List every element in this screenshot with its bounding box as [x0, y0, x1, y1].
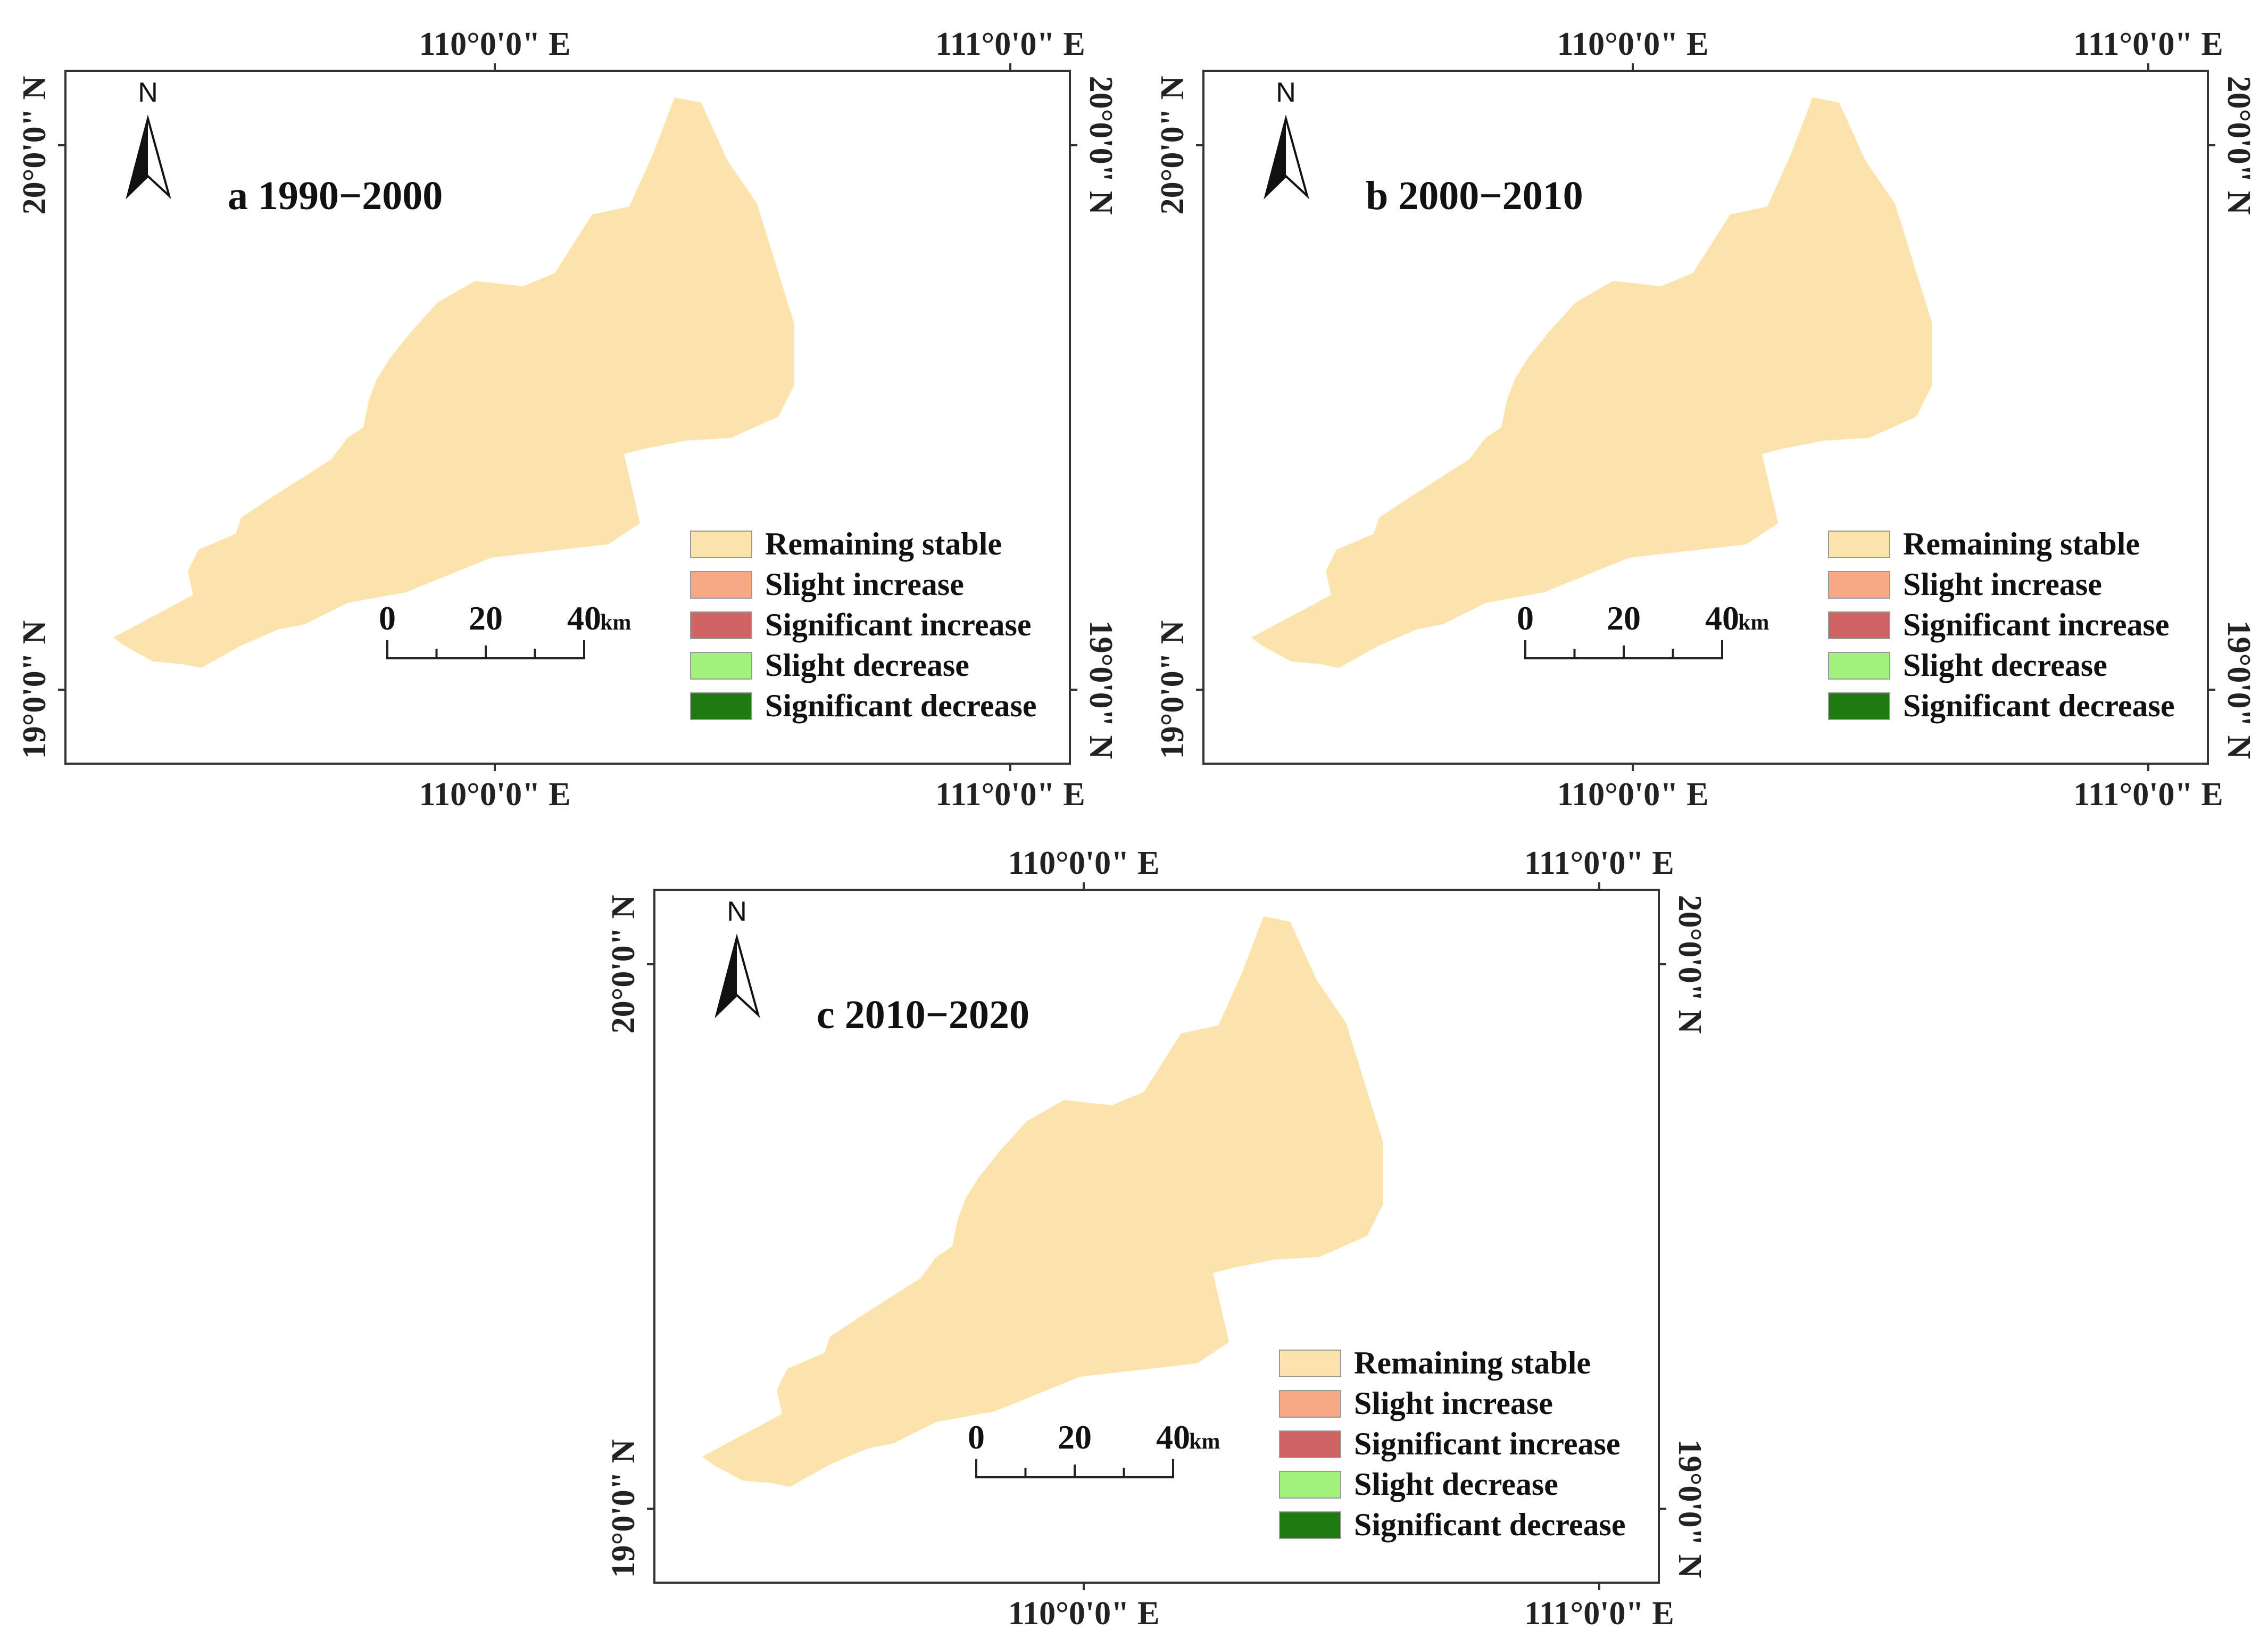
legend-swatch-slight-decrease: [1828, 652, 1890, 680]
lat-left-19: 19°0'0" N: [1154, 621, 1191, 759]
lon-top-111: 111°0'0" E: [2073, 26, 2223, 62]
scale-tick-label: 40: [1705, 599, 1739, 637]
scale-unit: km: [1738, 610, 1769, 635]
lon-bottom-111: 111°0'0" E: [2073, 776, 2223, 813]
legend-label-remaining-stable: Remaining stable: [1903, 526, 2140, 561]
scale-tick-label: 40: [567, 599, 601, 637]
legend-swatch-slight-increase: [1828, 571, 1890, 599]
graticule-ticks: [1196, 63, 2215, 771]
legend: Remaining stable Slight increase Significa…: [690, 526, 1037, 723]
legend: Remaining stable Slight increase Significa…: [1279, 1345, 1626, 1542]
legend-swatch-remaining-stable: [1828, 531, 1890, 558]
legend-label-slight-decrease: Slight decrease: [1903, 648, 2107, 683]
scale-tick-label: 40: [1156, 1418, 1190, 1456]
graticule-ticks: [647, 882, 1666, 1590]
scale-tick-label: 20: [1607, 599, 1641, 637]
legend-label-significant-increase: Significant increase: [765, 607, 1032, 642]
legend-label-slight-decrease: Slight decrease: [765, 648, 969, 683]
scale-bar-line: [1524, 640, 1723, 659]
legend-swatch-slight-decrease: [690, 652, 752, 680]
lon-bottom-111: 111°0'0" E: [1524, 1595, 1674, 1632]
lat-right-20: 20°0'0" N: [2221, 76, 2257, 215]
north-arrow: N: [715, 896, 760, 1019]
legend-swatch-slight-decrease: [1279, 1471, 1341, 1499]
north-label: N: [727, 896, 747, 927]
lat-left-20: 20°0'0" N: [16, 76, 53, 215]
legend-swatch-significant-increase: [1828, 611, 1890, 639]
north-arrow: N: [1264, 77, 1309, 200]
scale-bar-line: [975, 1459, 1174, 1478]
legend-label-significant-increase: Significant increase: [1903, 607, 2170, 642]
legend-swatch-significant-decrease: [690, 692, 752, 720]
legend-swatch-remaining-stable: [690, 531, 752, 558]
north-label: N: [138, 77, 158, 108]
legend: Remaining stable Slight increase Significa…: [1828, 526, 2175, 723]
lon-bottom-110: 110°0'0" E: [419, 776, 571, 813]
lon-bottom-110: 110°0'0" E: [1557, 776, 1709, 813]
lat-left-19: 19°0'0" N: [16, 621, 53, 759]
lat-right-20: 20°0'0" N: [1083, 76, 1119, 215]
legend-swatch-significant-increase: [690, 611, 752, 639]
lat-right-20: 20°0'0" N: [1672, 895, 1708, 1034]
legend-label-significant-decrease: Significant decrease: [765, 688, 1037, 723]
north-label: N: [1276, 77, 1296, 108]
legend-label-slight-increase: Slight increase: [1354, 1386, 1553, 1421]
lon-top-110: 110°0'0" E: [1008, 845, 1160, 881]
page-title: b 2000−2010: [1366, 173, 1583, 218]
legend-label-significant-decrease: Significant decrease: [1354, 1507, 1626, 1542]
graticule-ticks: [58, 63, 1077, 771]
lat-left-20: 20°0'0" N: [1154, 76, 1191, 215]
lon-top-111: 111°0'0" E: [1524, 845, 1674, 881]
legend-label-remaining-stable: Remaining stable: [765, 526, 1002, 561]
scale-tick-label: 0: [379, 599, 396, 637]
scale-tick-label: 20: [469, 599, 503, 637]
page-title: a 1990−2000: [228, 173, 443, 218]
scale-bar-line: [386, 640, 585, 659]
legend-label-significant-decrease: Significant decrease: [1903, 688, 2175, 723]
legend-swatch-significant-increase: [1279, 1430, 1341, 1458]
scale-tick-label: 0: [968, 1418, 985, 1456]
legend-swatch-significant-decrease: [1279, 1511, 1341, 1539]
legend-swatch-slight-increase: [1279, 1390, 1341, 1418]
legend-label-slight-decrease: Slight decrease: [1354, 1467, 1558, 1502]
lat-right-19: 19°0'0" N: [2221, 621, 2257, 759]
lat-right-19: 19°0'0" N: [1083, 621, 1119, 759]
scale-tick-label: 0: [1517, 599, 1534, 637]
lat-left-19: 19°0'0" N: [605, 1440, 642, 1578]
lon-top-111: 111°0'0" E: [935, 26, 1085, 62]
lat-left-20: 20°0'0" N: [605, 895, 642, 1034]
page-title: c 2010−2020: [817, 992, 1029, 1037]
legend-label-slight-increase: Slight increase: [1903, 567, 2102, 602]
lon-top-110: 110°0'0" E: [419, 26, 571, 62]
scale-unit: km: [1189, 1429, 1220, 1454]
legend-swatch-significant-decrease: [1828, 692, 1890, 720]
lat-right-19: 19°0'0" N: [1672, 1440, 1708, 1578]
scale-unit: km: [600, 610, 631, 635]
lon-bottom-111: 111°0'0" E: [935, 776, 1085, 813]
legend-label-slight-increase: Slight increase: [765, 567, 964, 602]
legend-swatch-remaining-stable: [1279, 1350, 1341, 1377]
legend-label-significant-increase: Significant increase: [1354, 1426, 1621, 1461]
scale-tick-label: 20: [1058, 1418, 1092, 1456]
lon-bottom-110: 110°0'0" E: [1008, 1595, 1160, 1632]
north-arrow: N: [126, 77, 171, 200]
legend-swatch-slight-increase: [690, 571, 752, 599]
lon-top-110: 110°0'0" E: [1557, 26, 1709, 62]
legend-label-remaining-stable: Remaining stable: [1354, 1345, 1591, 1380]
